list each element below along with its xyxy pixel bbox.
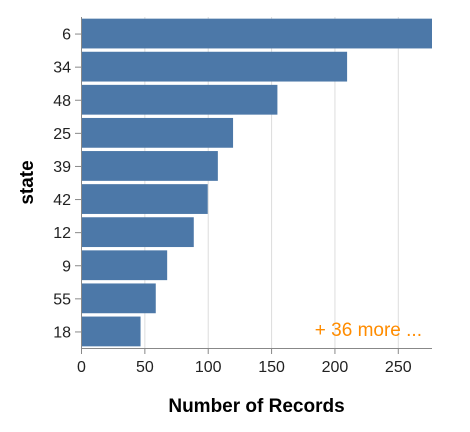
y-tick-label: 25 [53, 126, 71, 143]
y-tick-label: 18 [53, 324, 71, 341]
bars [81, 18, 432, 347]
x-tick-label: 150 [258, 359, 285, 376]
bar-18 [81, 316, 141, 347]
x-tick-label: 200 [322, 359, 349, 376]
bar-42 [81, 184, 208, 214]
bar-25 [81, 117, 234, 148]
y-tick-label: 42 [53, 192, 71, 209]
y-tick-label: 6 [62, 27, 71, 44]
bar-39 [81, 151, 218, 181]
y-axis-title: state [17, 160, 38, 204]
bar-9 [81, 250, 168, 281]
bar-48 [81, 84, 278, 115]
x-tick-label: 0 [77, 359, 86, 376]
y-axis-ticks: 6 34 48 25 39 42 12 9 55 18 [53, 27, 81, 341]
y-tick-label: 48 [53, 93, 71, 110]
x-axis-ticks: 0 50 100 150 200 250 [77, 348, 412, 376]
bar-34 [81, 51, 348, 82]
y-tick-label: 55 [53, 291, 71, 308]
bar-55 [81, 283, 156, 314]
y-tick-label: 9 [62, 258, 71, 275]
y-tick-label: 12 [53, 225, 71, 242]
bar-12 [81, 217, 194, 248]
bar-6 [81, 18, 432, 49]
y-tick-label: 34 [53, 60, 71, 77]
more-categories-label[interactable]: + 36 more ... [315, 320, 422, 341]
x-tick-label: 50 [136, 359, 154, 376]
x-tick-label: 100 [195, 359, 222, 376]
axes [81, 17, 432, 349]
x-tick-label: 250 [385, 359, 412, 376]
x-axis-title: Number of Records [168, 396, 344, 417]
y-tick-label: 39 [53, 159, 71, 176]
